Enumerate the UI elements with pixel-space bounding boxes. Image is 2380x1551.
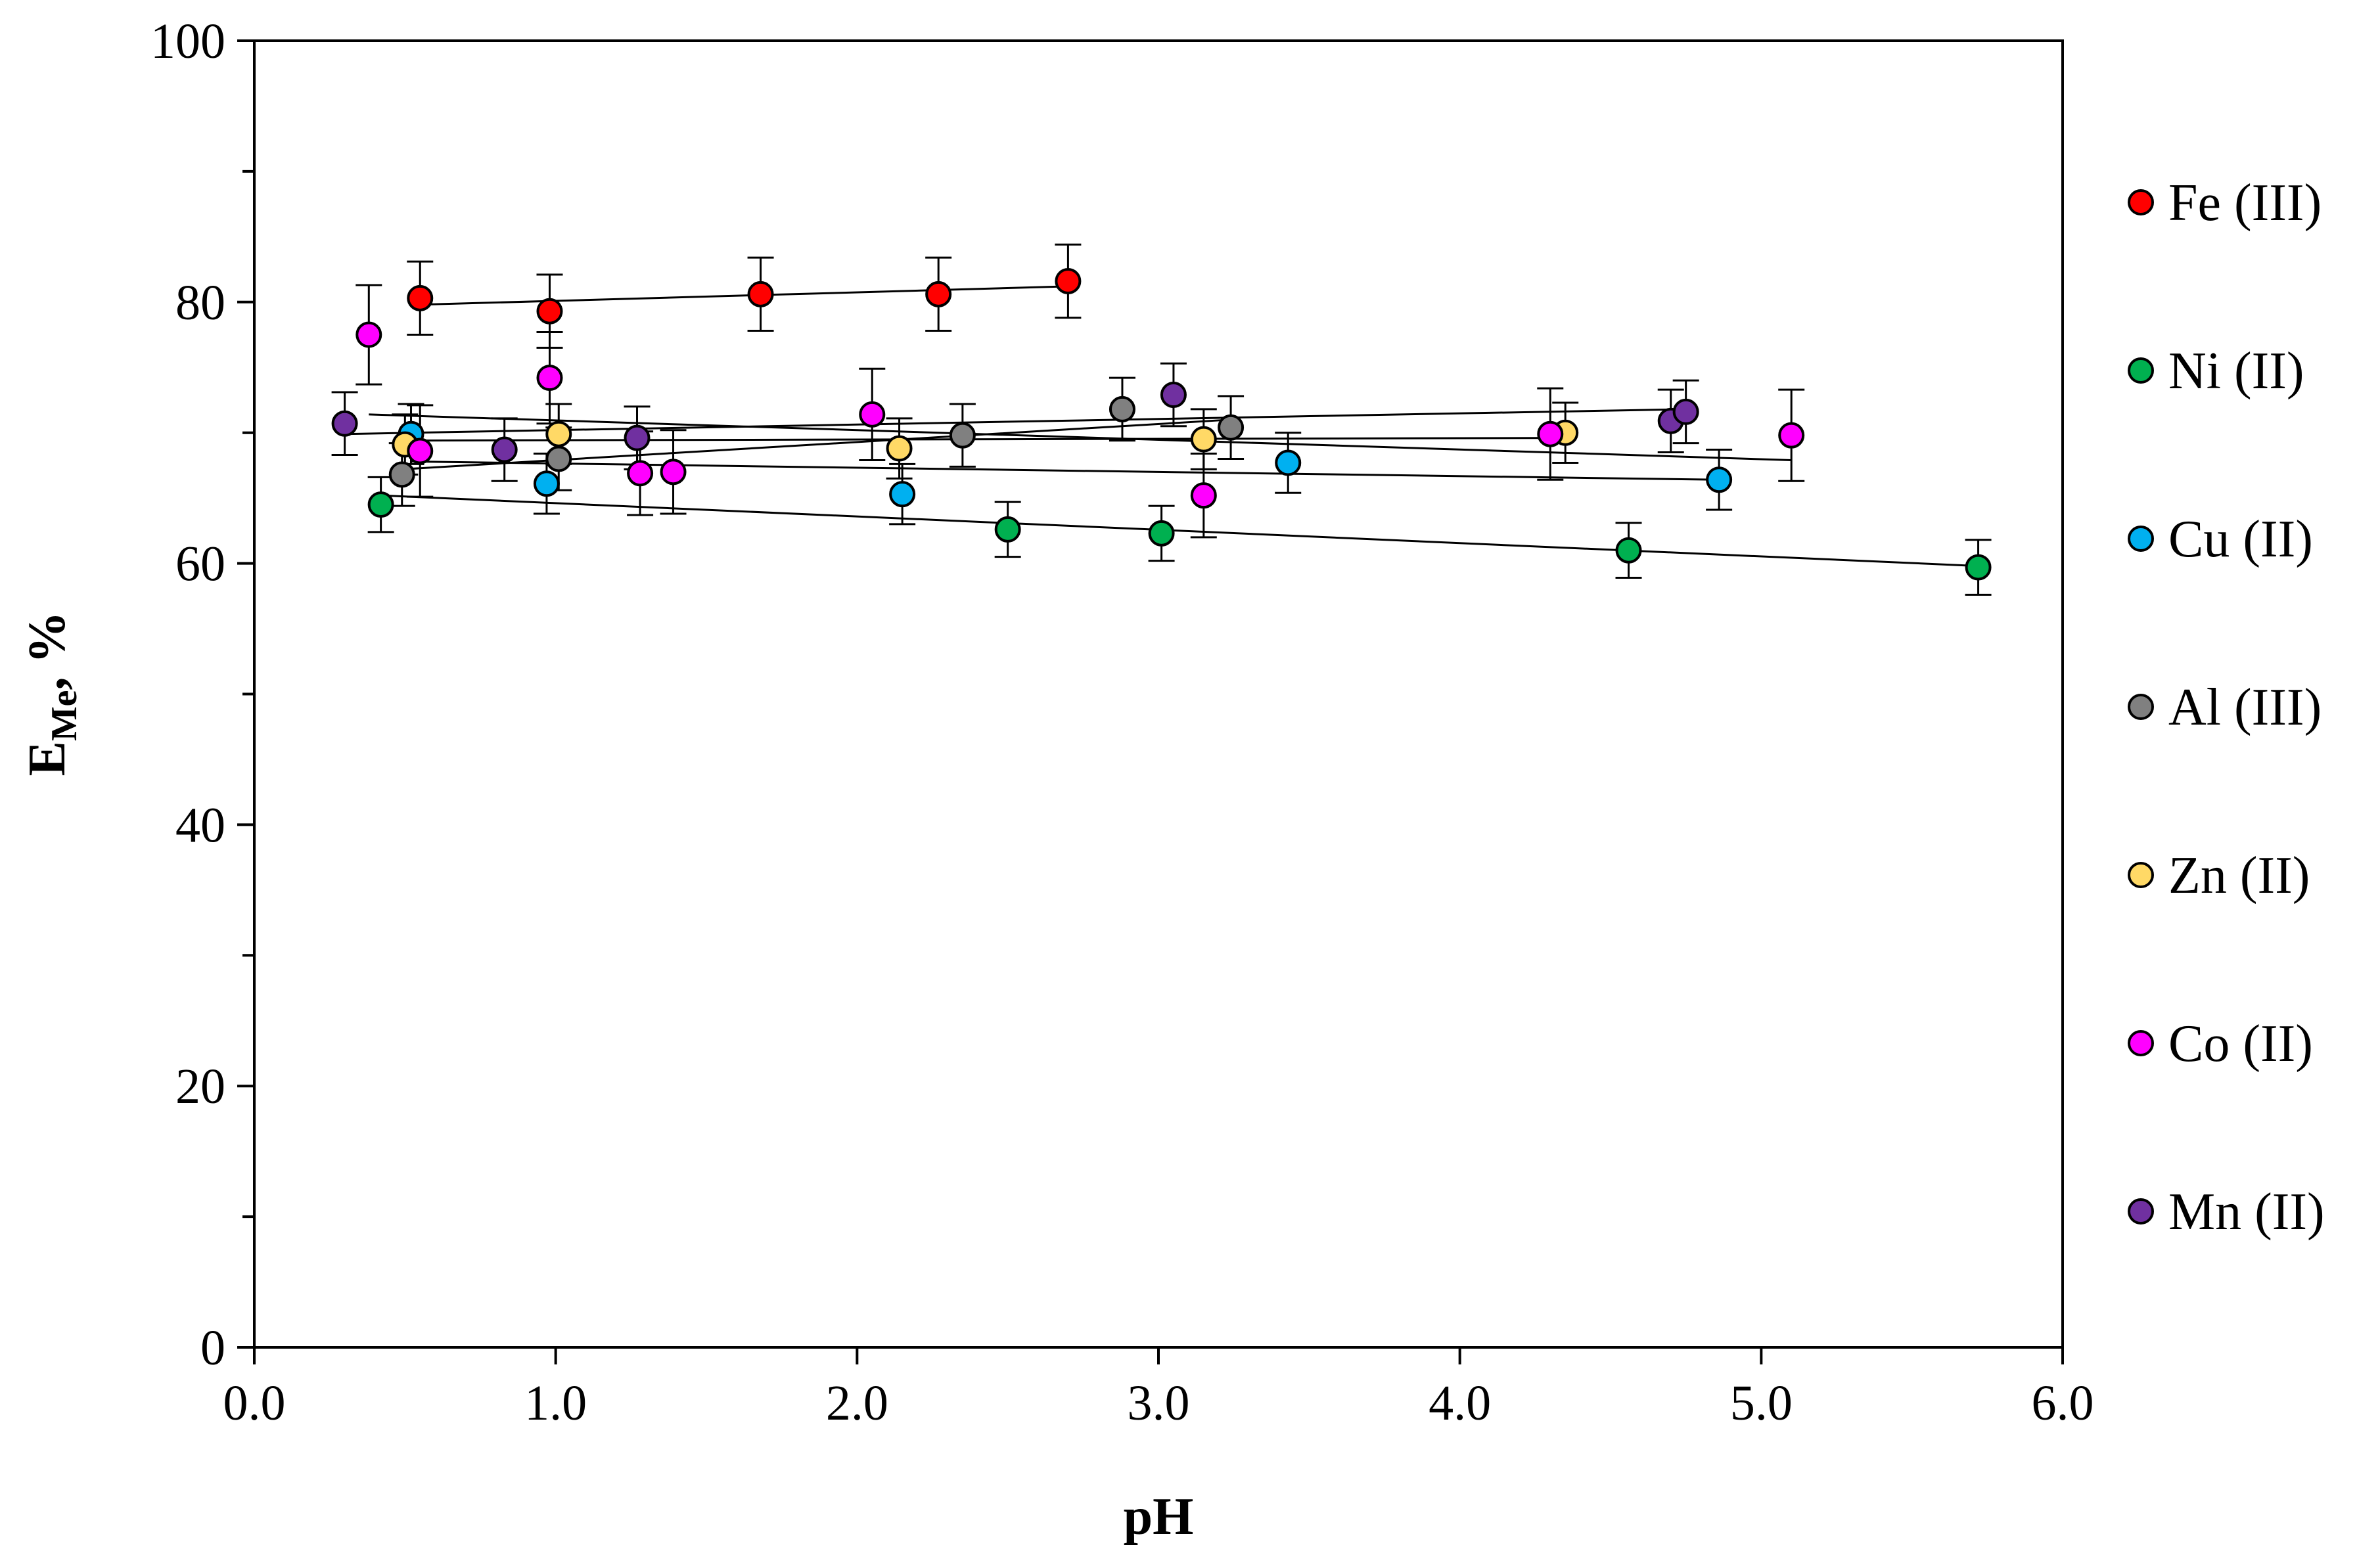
legend-marker xyxy=(2128,526,2154,552)
trend-line-al-iii xyxy=(401,418,1231,470)
data-point-ni-ii xyxy=(1615,537,1642,564)
legend-entry-fe-iii: Fe (III) xyxy=(2128,174,2322,232)
y-axis-label-main: E xyxy=(18,741,76,776)
data-point-zn-ii xyxy=(886,435,913,462)
legend-entry-mn-ii: Mn (II) xyxy=(2128,1183,2325,1241)
data-point-cu-ii xyxy=(889,481,916,508)
legend-marker xyxy=(2128,357,2154,384)
data-point-fe-iii xyxy=(747,281,774,307)
data-point-cu-ii xyxy=(533,470,560,497)
data-point-mn-ii xyxy=(491,436,518,463)
data-point-co-ii xyxy=(1190,482,1217,509)
legend-entry-al-iii: Al (III) xyxy=(2128,679,2322,736)
legend-label: Co (II) xyxy=(2168,1015,2313,1073)
legend-marker xyxy=(2128,694,2154,720)
legend-label: Fe (III) xyxy=(2168,174,2322,232)
y-tick-label: 40 xyxy=(175,798,225,853)
trend-line-fe-iii xyxy=(420,285,1068,306)
data-point-al-iii xyxy=(545,445,572,472)
data-point-cu-ii xyxy=(1275,449,1302,476)
legend-label: Ni (II) xyxy=(2168,342,2304,400)
data-point-zn-ii xyxy=(545,420,572,447)
data-point-mn-ii xyxy=(1160,382,1187,409)
legend-marker xyxy=(2128,862,2154,888)
y-axis-label: EMe, % xyxy=(18,611,85,776)
data-point-ni-ii xyxy=(994,516,1021,543)
data-point-co-ii xyxy=(536,365,563,392)
data-point-mn-ii xyxy=(331,410,358,437)
y-tick-label: 100 xyxy=(150,14,225,69)
data-point-co-ii xyxy=(660,459,687,485)
data-point-ni-ii xyxy=(1148,520,1175,547)
legend-label: Zn (II) xyxy=(2168,847,2310,905)
data-point-ni-ii xyxy=(1965,554,1992,581)
legend-entry-co-ii: Co (II) xyxy=(2128,1015,2313,1073)
data-point-al-iii xyxy=(1218,414,1245,441)
legend-label: Cu (II) xyxy=(2168,510,2313,568)
x-axis-label: pH xyxy=(1124,1488,1194,1546)
data-point-co-ii xyxy=(407,438,434,464)
y-tick-label: 20 xyxy=(175,1059,225,1114)
legend-marker xyxy=(2128,189,2154,215)
x-tick-label: 5.0 xyxy=(1730,1376,1793,1431)
x-tick-label: 1.0 xyxy=(524,1376,587,1431)
trend-line-zn-ii xyxy=(405,437,1566,442)
data-point-co-ii xyxy=(1778,422,1805,449)
data-point-co-ii xyxy=(627,460,654,487)
legend-marker xyxy=(2128,1198,2154,1225)
y-tick-label: 60 xyxy=(175,537,225,592)
data-point-ni-ii xyxy=(367,491,394,518)
x-tick-label: 6.0 xyxy=(2032,1376,2094,1431)
legend-marker xyxy=(2128,1030,2154,1056)
data-point-al-iii xyxy=(949,422,976,449)
x-tick-label: 2.0 xyxy=(826,1376,888,1431)
data-point-co-ii xyxy=(355,321,382,348)
data-point-fe-iii xyxy=(407,284,434,311)
data-points xyxy=(331,267,1992,581)
data-point-al-iii xyxy=(1109,395,1135,422)
plot-area xyxy=(253,39,2064,1349)
trend-line-cu-ii xyxy=(411,460,1720,481)
legend-label: Al (III) xyxy=(2168,679,2322,736)
x-tick-label: 4.0 xyxy=(1429,1376,1491,1431)
trend-line-co-ii xyxy=(369,413,1792,461)
x-tick-label: 3.0 xyxy=(1128,1376,1190,1431)
data-point-fe-iii xyxy=(925,281,952,307)
data-point-fe-iii xyxy=(1055,267,1082,294)
legend-entry-zn-ii: Zn (II) xyxy=(2128,847,2310,905)
data-point-al-iii xyxy=(388,461,415,488)
data-point-fe-iii xyxy=(536,298,563,325)
legend: Fe (III) Ni (II) Cu (II) Al (III) Zn (II) Co … xyxy=(2128,174,2325,1241)
legend-entry-cu-ii: Cu (II) xyxy=(2128,510,2313,568)
y-tick-label: 0 xyxy=(200,1320,225,1376)
data-point-zn-ii xyxy=(1190,426,1217,453)
y-tick-label: 80 xyxy=(175,275,225,330)
trend-line-mn-ii xyxy=(344,408,1686,436)
trend-line-ni-ii xyxy=(380,494,1979,568)
y-axis-label-subscript: Me xyxy=(44,690,85,741)
legend-label: Mn (II) xyxy=(2168,1183,2325,1241)
legend-entry-ni-ii: Ni (II) xyxy=(2128,342,2304,400)
x-tick-label: 0.0 xyxy=(223,1376,286,1431)
data-point-mn-ii xyxy=(1672,398,1699,425)
y-axis-label-suffix: , % xyxy=(18,611,76,690)
data-point-cu-ii xyxy=(1706,466,1733,493)
data-point-mn-ii xyxy=(624,424,651,451)
data-point-co-ii xyxy=(859,401,886,428)
axes: 0 20 40 60 80 100 0.0 1.0 2.0 3.0 4.0 5.0 6.0 xyxy=(150,14,2094,1431)
data-point-co-ii xyxy=(1537,420,1564,447)
